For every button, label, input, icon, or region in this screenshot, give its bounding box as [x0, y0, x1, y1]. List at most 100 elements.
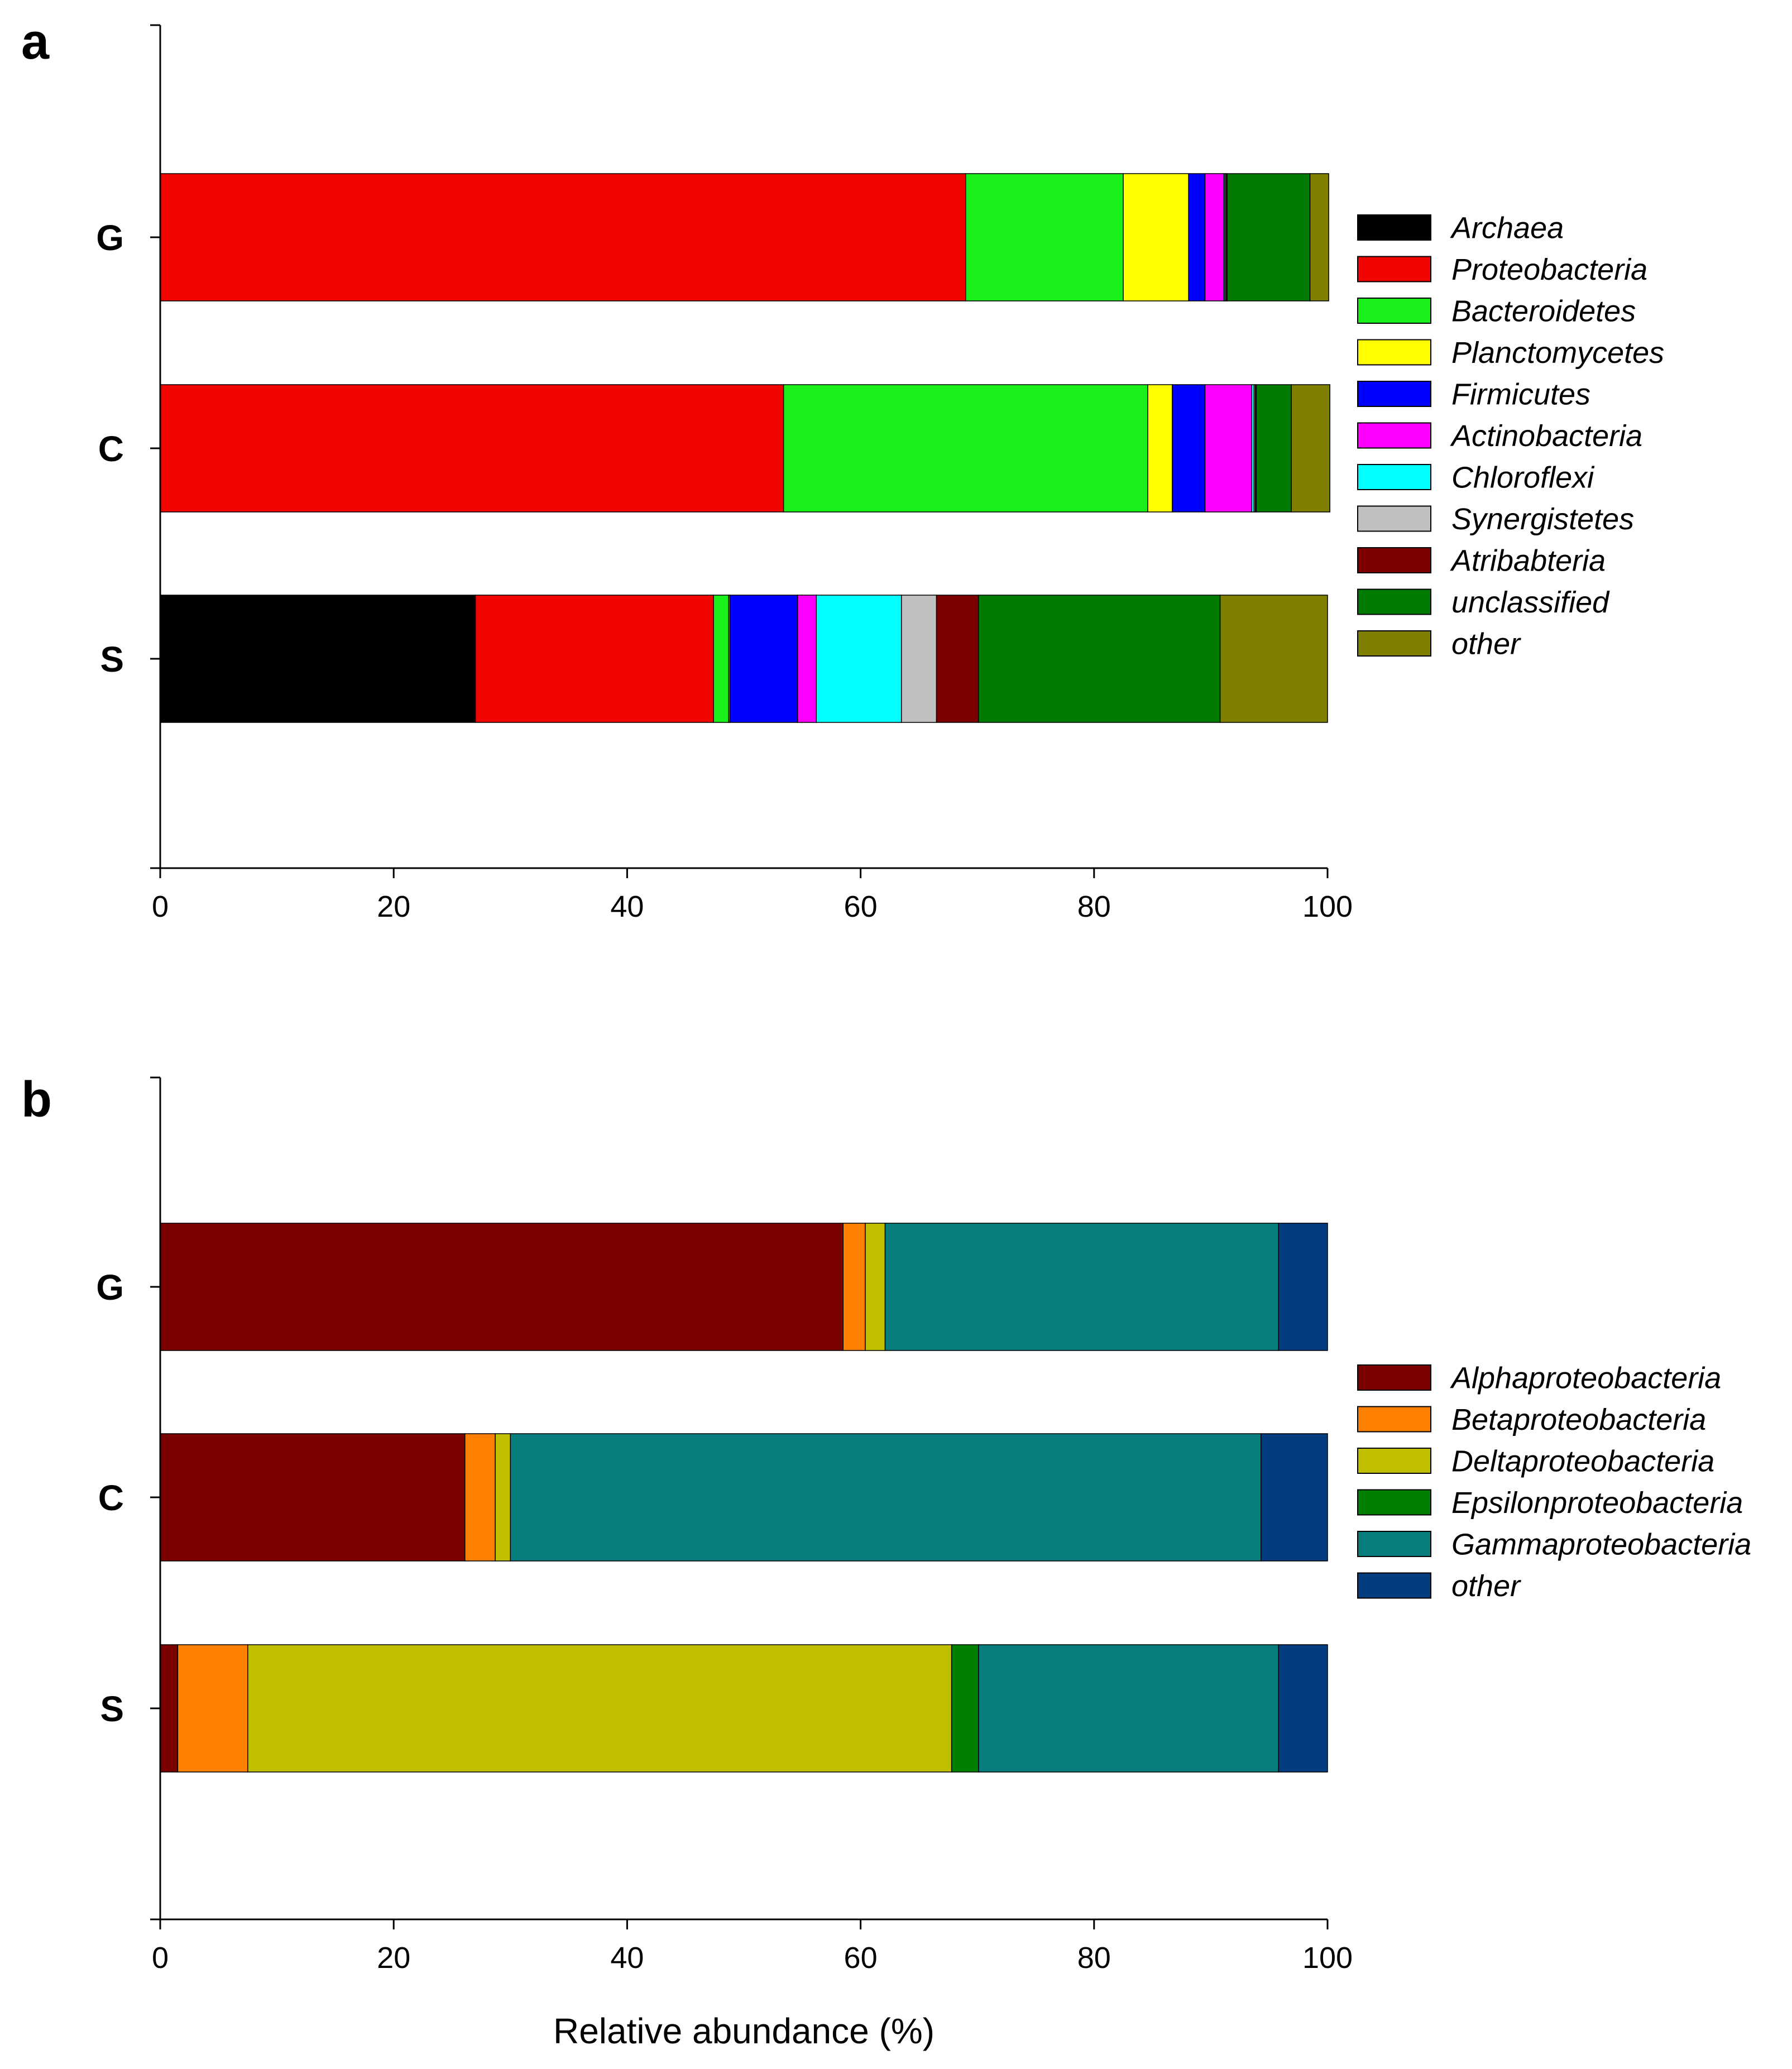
bar-segment-g-proteobacteria	[160, 173, 966, 301]
bar-segment-c-actinobacteria	[1204, 384, 1252, 513]
y-tick-label: G	[96, 1267, 124, 1308]
legend-label-betaproteobacteria: Betaproteobacteria	[1451, 1403, 1706, 1436]
bar-segment-s-chloroflexi	[816, 595, 902, 723]
legend-swatch-gammaproteobacteria	[1357, 1531, 1431, 1557]
bar-segment-g-actinobacteria	[1204, 173, 1224, 301]
bar-segment-s-gammaproteobacteria	[978, 1644, 1279, 1773]
bar-segment-c-firmicutes	[1172, 384, 1206, 513]
x-tick-label: 80	[1077, 1941, 1111, 1975]
bar-segment-c-other	[1261, 1433, 1328, 1562]
bar-segment-s-alphaproteobacteria	[160, 1644, 179, 1773]
bar-segment-s-proteobacteria	[475, 595, 714, 723]
bar-segment-c-other	[1291, 384, 1330, 513]
legend-swatch-deltaproteobacteria	[1357, 1448, 1431, 1474]
legend-label-gammaproteobacteria: Gammaproteobacteria	[1451, 1528, 1751, 1562]
bar-segment-g-other	[1309, 173, 1329, 301]
legend-label-synergistetes: Synergistetes	[1451, 502, 1634, 536]
bar-segment-g-other	[1278, 1223, 1328, 1351]
bar-segment-c-bacteroidetes	[783, 384, 1148, 513]
x-tick-label: 0	[152, 890, 169, 923]
panel-letter-b: b	[21, 1072, 52, 1128]
x-tick-label: 100	[1302, 890, 1353, 923]
y-tick-label: C	[98, 1478, 124, 1518]
legend-label-atribabteria: Atribabteria	[1450, 544, 1606, 578]
legend-label-archaea: Archaea	[1450, 212, 1564, 245]
bar-segment-g-betaproteobacteria	[842, 1223, 866, 1351]
legend: Archaea Proteobacteria Bacteroidetes Planct…	[1357, 212, 1664, 661]
bar-segment-s-firmicutes	[729, 595, 798, 723]
x-tick-label: 20	[377, 890, 410, 923]
legend-swatch-firmicutes	[1357, 381, 1431, 407]
x-tick-label: 0	[152, 1941, 169, 1975]
x-axis-title: Relative abundance (%)	[553, 2011, 935, 2051]
x-tick-label: 40	[610, 890, 644, 923]
x-tick-label: 60	[844, 1941, 878, 1975]
bar-segment-c-unclassified	[1256, 384, 1292, 513]
bar-segment-s-unclassified	[978, 595, 1221, 723]
bar-segment-c-betaproteobacteria	[464, 1433, 496, 1562]
legend-swatch-other	[1357, 630, 1431, 657]
y-tick-label: S	[100, 1689, 124, 1729]
bar-segment-g-unclassified	[1226, 173, 1311, 301]
bar-segment-c-gammaproteobacteria	[510, 1433, 1262, 1562]
bar-segment-s-other	[1219, 595, 1328, 723]
legend-label-bacteroidetes: Bacteroidetes	[1451, 295, 1636, 328]
legend-swatch-betaproteobacteria	[1357, 1406, 1431, 1433]
bar-segment-g-alphaproteobacteria	[160, 1223, 844, 1351]
bar-segment-c-deltaproteobacteria	[495, 1433, 511, 1562]
legend: Alphaproteobacteria Betaproteobacteria Del…	[1357, 1362, 1751, 1603]
legend-swatch-unclassified	[1357, 588, 1431, 615]
bar-segment-s-bacteroidetes	[713, 595, 730, 723]
legend-swatch-bacteroidetes	[1357, 298, 1431, 324]
legend-label-deltaproteobacteria: Deltaproteobacteria	[1451, 1445, 1714, 1478]
panel-b: b G C S 0 20 40 60 80 100 Relative abundance (%) A…	[21, 1072, 1751, 2051]
legend-label-actinobacteria: Actinobacteria	[1450, 419, 1642, 453]
bar-segment-c-alphaproteobacteria	[160, 1433, 466, 1562]
bar-segment-c-proteobacteria	[160, 384, 784, 513]
bar-segment-g-deltaproteobacteria	[865, 1223, 886, 1351]
legend-swatch-proteobacteria	[1357, 256, 1431, 282]
legend-label-other: other	[1451, 1569, 1521, 1603]
x-tick-label: 100	[1302, 1941, 1353, 1975]
bar-segment-g-bacteroidetes	[965, 173, 1124, 301]
legend-label-other: other	[1451, 628, 1521, 661]
legend-label-chloroflexi: Chloroflexi	[1451, 461, 1595, 495]
legend-swatch-chloroflexi	[1357, 464, 1431, 490]
legend-label-unclassified: unclassified	[1451, 586, 1610, 619]
legend-swatch-alphaproteobacteria	[1357, 1364, 1431, 1391]
legend-label-firmicutes: Firmicutes	[1451, 378, 1590, 411]
y-tick-label: G	[96, 218, 124, 258]
legend-swatch-atribabteria	[1357, 547, 1431, 573]
x-tick-label: 20	[377, 1941, 410, 1975]
bar-segment-s-deltaproteobacteria	[247, 1644, 952, 1773]
bar-segment-s-atribabteria	[936, 595, 979, 723]
legend-swatch-archaea	[1357, 214, 1431, 241]
bar-segment-s-synergistetes	[901, 595, 937, 723]
bar-segment-s-other	[1278, 1644, 1328, 1773]
bar-segment-g-gammaproteobacteria	[884, 1223, 1279, 1351]
y-tick-label: S	[100, 639, 124, 679]
y-tick-label: C	[98, 429, 124, 469]
legend-label-planctomycetes: Planctomycetes	[1451, 336, 1664, 370]
x-tick-label: 60	[844, 890, 878, 923]
legend-swatch-other	[1357, 1572, 1431, 1599]
legend-swatch-actinobacteria	[1357, 422, 1431, 449]
legend-label-epsilonproteobacteria: Epsilonproteobacteria	[1451, 1486, 1743, 1520]
legend-swatch-epsilonproteobacteria	[1357, 1489, 1431, 1516]
bar-segment-g-planctomycetes	[1123, 173, 1189, 301]
bar-segment-g-firmicutes	[1188, 173, 1206, 301]
bar-segment-s-betaproteobacteria	[177, 1644, 248, 1773]
legend-swatch-synergistetes	[1357, 505, 1431, 532]
legend-swatch-planctomycetes	[1357, 339, 1431, 366]
bar-segment-s-archaea	[160, 595, 476, 723]
bar-segment-s-epsilonproteobacteria	[951, 1644, 979, 1773]
bar-segment-c-planctomycetes	[1147, 384, 1173, 513]
legend-label-proteobacteria: Proteobacteria	[1451, 253, 1647, 286]
x-tick-label: 40	[610, 1941, 644, 1975]
bar-segment-s-actinobacteria	[797, 595, 817, 723]
panel-a: a G C S 0 20 40 60 80 100 Archaea Proteobacteria Ba…	[21, 14, 1664, 923]
legend-label-alphaproteobacteria: Alphaproteobacteria	[1450, 1362, 1721, 1395]
panel-letter-a: a	[21, 14, 50, 70]
x-tick-label: 80	[1077, 890, 1111, 923]
